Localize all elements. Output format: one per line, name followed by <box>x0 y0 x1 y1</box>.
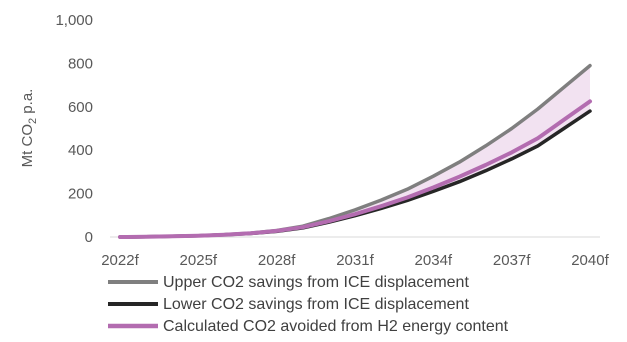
range-band-layer <box>120 65 590 237</box>
x-tick-labels: 2022f 2025f 2028f 2031f 2034f 2037f 2040f <box>101 252 609 269</box>
x-tick-label: 2034f <box>415 252 453 269</box>
x-tick-label: 2037f <box>493 252 531 269</box>
y-tick-label: 200 <box>68 186 93 203</box>
x-tick-label: 2028f <box>258 252 296 269</box>
y-tick-label: 1,000 <box>55 12 93 29</box>
range-band <box>120 65 590 237</box>
legend-label-3: Calculated CO2 avoided from H2 energy co… <box>163 318 509 335</box>
x-tick-label: 2022f <box>101 252 139 269</box>
x-tick-label: 2040f <box>571 252 609 269</box>
y-tick-label: 600 <box>68 99 93 116</box>
y-tick-label: 0 <box>85 229 93 246</box>
y-tick-label: 400 <box>68 142 93 159</box>
x-tick-label: 2031f <box>336 252 374 269</box>
y-tick-label: 800 <box>68 55 93 72</box>
series-lines <box>118 63 592 239</box>
series-line-3 <box>118 99 592 239</box>
y-tick-labels: 0 200 400 600 800 1,000 <box>55 12 93 246</box>
legend: Upper CO2 savings from ICE displacement L… <box>108 274 509 335</box>
legend-label-2: Lower CO2 savings from ICE displacement <box>163 296 469 313</box>
y-axis-label: Mt CO2 p.a. <box>19 89 39 168</box>
legend-label-1: Upper CO2 savings from ICE displacement <box>163 274 469 291</box>
x-tick-label: 2025f <box>180 252 218 269</box>
